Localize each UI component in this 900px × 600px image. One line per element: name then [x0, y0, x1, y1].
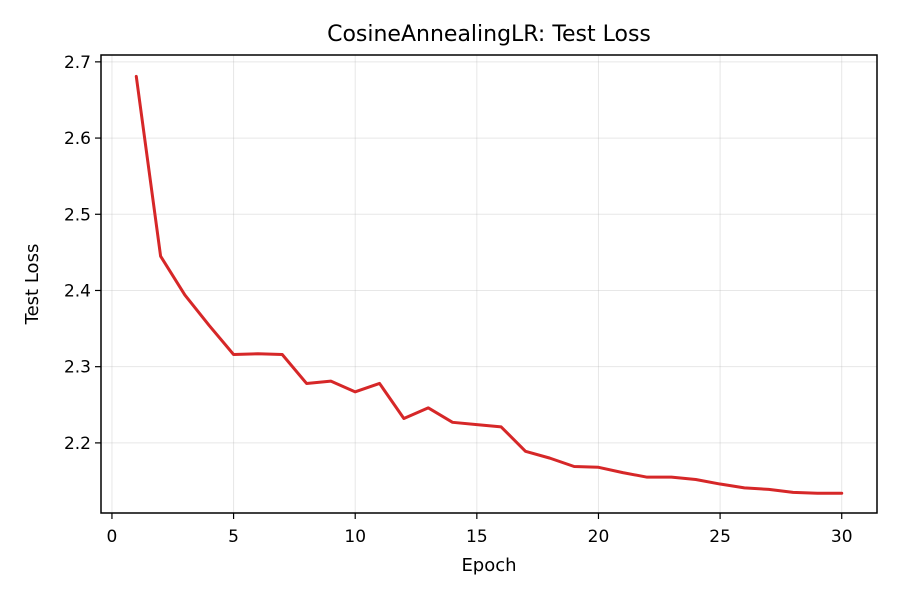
- plot-frame: [100, 54, 878, 514]
- y-tick-label: 2.2: [64, 434, 91, 454]
- data-point: [597, 466, 600, 469]
- x-tick-label: 5: [228, 527, 239, 547]
- grid: [101, 55, 877, 513]
- data-point: [256, 352, 259, 355]
- data-point: [621, 471, 624, 474]
- data-point: [183, 294, 186, 297]
- series-layer: [134, 74, 844, 495]
- x-axis-label: Epoch: [461, 555, 516, 576]
- x-axis-ticks: 0 5 10 15 20 25 30: [107, 513, 853, 547]
- data-point: [548, 457, 551, 460]
- data-point: [767, 488, 770, 491]
- y-axis-label: Test Loss: [22, 244, 43, 326]
- data-point: [159, 255, 162, 258]
- data-point: [305, 382, 308, 385]
- data-point: [208, 324, 211, 327]
- chart-title: CosineAnnealingLR: Test Loss: [327, 22, 651, 47]
- x-tick-label: 20: [588, 527, 610, 547]
- data-point: [694, 478, 697, 481]
- data-point: [451, 421, 454, 424]
- data-point: [743, 486, 746, 489]
- y-tick-label: 2.6: [64, 129, 91, 149]
- data-point: [840, 492, 843, 495]
- data-point: [402, 417, 405, 420]
- data-point: [329, 380, 332, 383]
- series-line: [134, 74, 844, 495]
- y-axis-ticks: 2.2 2.3 2.4 2.5 2.6 2.7: [64, 53, 101, 454]
- data-point: [354, 390, 357, 393]
- x-tick-label: 10: [344, 527, 366, 547]
- data-point: [646, 476, 649, 479]
- data-point: [719, 483, 722, 486]
- data-point: [281, 353, 284, 356]
- x-tick-label: 0: [107, 527, 118, 547]
- y-tick-label: 2.5: [64, 205, 91, 225]
- data-point: [135, 75, 138, 78]
- data-point: [792, 491, 795, 494]
- data-point: [232, 353, 235, 356]
- data-point: [573, 465, 576, 468]
- y-tick-label: 2.3: [64, 358, 91, 378]
- y-tick-label: 2.4: [64, 281, 91, 301]
- data-point: [524, 450, 527, 453]
- data-point: [475, 423, 478, 426]
- x-tick-label: 25: [709, 527, 731, 547]
- data-point: [670, 476, 673, 479]
- y-tick-label: 2.7: [64, 53, 91, 73]
- data-point: [427, 406, 430, 409]
- x-tick-label: 15: [466, 527, 488, 547]
- data-point: [816, 492, 819, 495]
- x-tick-label: 30: [831, 527, 853, 547]
- data-point: [500, 425, 503, 428]
- data-point: [378, 382, 381, 385]
